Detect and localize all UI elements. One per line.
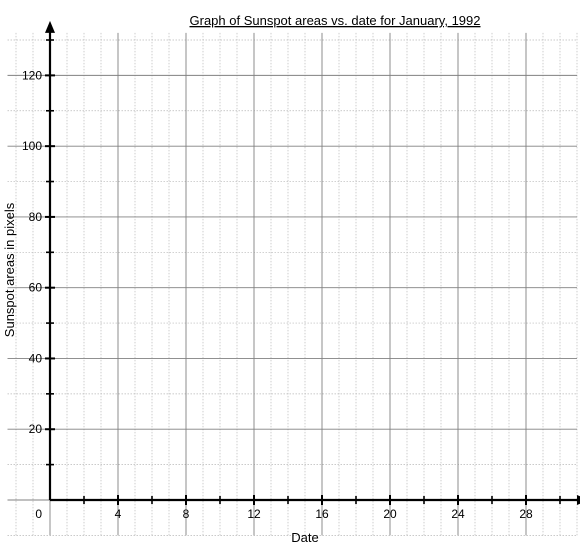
y-tick-label: 60: [29, 281, 43, 295]
sunspot-chart: 0 4 8 12 16 20 24 28 20 40 60 80 100 120 Graph of Suns…: [0, 0, 580, 558]
y-tick-label: 120: [22, 68, 42, 82]
x-tick-label: 0: [35, 507, 42, 521]
x-tick-label: 12: [247, 507, 261, 521]
y-tick-label: 20: [29, 422, 43, 436]
x-axis-label: Date: [291, 530, 318, 545]
y-tick-label: 40: [29, 351, 43, 365]
x-tick-label: 24: [451, 507, 465, 521]
chart-title: Graph of Sunspot areas vs. date for Janu…: [190, 13, 481, 28]
x-tick-label: 8: [183, 507, 190, 521]
y-tick-label: 80: [29, 210, 43, 224]
x-tick-label: 20: [383, 507, 397, 521]
x-tick-label: 28: [519, 507, 533, 521]
y-tick-label: 100: [22, 139, 42, 153]
x-tick-label: 4: [115, 507, 122, 521]
y-axis-label: Sunspot areas in pixels: [2, 202, 17, 337]
x-tick-label: 16: [315, 507, 329, 521]
chart-svg: 0 4 8 12 16 20 24 28 20 40 60 80 100 120 Graph of Suns…: [0, 0, 580, 558]
